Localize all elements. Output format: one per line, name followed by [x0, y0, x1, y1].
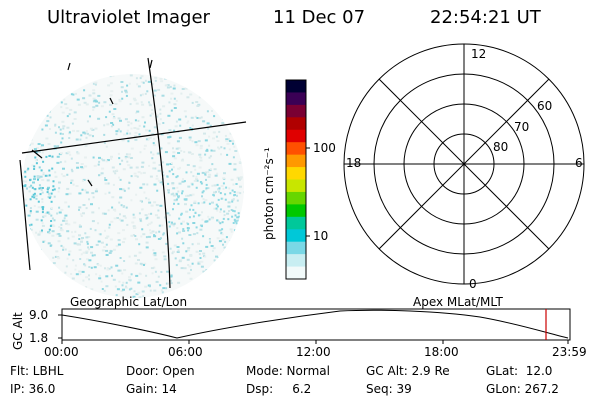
mlat-label-80: 80	[493, 140, 509, 154]
geographic-grid-lines	[19, 57, 247, 289]
glon-readout: GLon: 267.2	[486, 382, 559, 396]
ip-readout: IP: 36.0	[10, 382, 56, 396]
mlt-label-18: 18	[346, 156, 362, 170]
time-tick-0600: 06:00	[168, 345, 203, 359]
date-readout: 11 Dec 07	[273, 7, 366, 28]
colorbar-segment	[286, 229, 306, 243]
grid-tick	[87, 179, 93, 187]
altitude-ytick-1-8: 1.8	[29, 331, 49, 345]
polar-diagonal-2	[378, 78, 550, 250]
time-tick-0000: 00:00	[44, 345, 79, 359]
grid-tick	[31, 149, 43, 159]
grid-tick	[149, 59, 153, 69]
colorbar-segment	[286, 104, 306, 118]
colorbar-segment	[286, 266, 306, 280]
colorbar-segment	[286, 191, 306, 205]
colorbar-label-100: 100	[313, 141, 336, 155]
mlat-label-60: 60	[537, 99, 553, 113]
polar-panel-caption: Apex MLat/MLT	[413, 295, 503, 309]
uv-image-disk	[19, 57, 247, 298]
colorbar-segment	[286, 167, 306, 180]
mlt-label-12: 12	[471, 47, 487, 61]
latitude-line	[21, 121, 247, 154]
mode-readout: Mode: Normal	[246, 364, 330, 378]
colorbar-segment	[286, 204, 306, 218]
colorbar-segment	[286, 254, 306, 268]
mlt-label-6: 6	[575, 156, 583, 170]
glat-readout: GLat: 12.0	[486, 364, 553, 378]
colorbar-segment	[286, 92, 306, 106]
grid-tick	[67, 62, 71, 71]
colorbar-segment	[286, 241, 306, 255]
app-title: Ultraviolet Imager	[47, 7, 210, 28]
altitude-curve	[61, 309, 569, 339]
left-panel-caption: Geographic Lat/Lon	[70, 295, 188, 309]
gc-alt-readout: GC Alt: 2.9 Re	[366, 364, 450, 378]
dsp-readout: Dsp: 6.2	[246, 382, 312, 396]
seq-readout: Seq: 39	[366, 382, 412, 396]
altitude-plot	[58, 308, 571, 344]
colorbar-segment	[286, 154, 306, 168]
colorbar-segment	[286, 179, 306, 193]
polar-mlat-mlt-plot	[343, 43, 585, 285]
colorbar	[285, 79, 310, 280]
colorbar-segment	[286, 80, 306, 93]
time-tick-2359: 23:59	[552, 345, 587, 359]
colorbar-segment	[286, 142, 306, 156]
time-tick-1200: 12:00	[296, 345, 331, 359]
colorbar-segment	[286, 129, 306, 143]
colorbar-segment	[286, 216, 306, 230]
colorbar-unit-label: photon cm⁻²s⁻¹	[262, 147, 276, 240]
mlat-label-70: 70	[514, 120, 530, 134]
longitude-line-left	[19, 159, 31, 271]
colorbar-segment	[286, 117, 306, 131]
time-tick-1800: 18:00	[424, 345, 459, 359]
longitude-line	[147, 57, 171, 289]
time-readout: 22:54:21 UT	[430, 7, 541, 28]
door-readout: Door: Open	[126, 364, 195, 378]
altitude-ylabel: GC Alt	[11, 312, 25, 350]
grid-tick	[109, 97, 114, 105]
colorbar-label-10: 10	[313, 229, 329, 243]
mlt-label-0: 0	[469, 277, 477, 291]
filter-readout: Flt: LBHL	[10, 364, 64, 378]
gain-readout: Gain: 14	[126, 382, 177, 396]
altitude-ytick-9: 9.0	[29, 308, 49, 322]
